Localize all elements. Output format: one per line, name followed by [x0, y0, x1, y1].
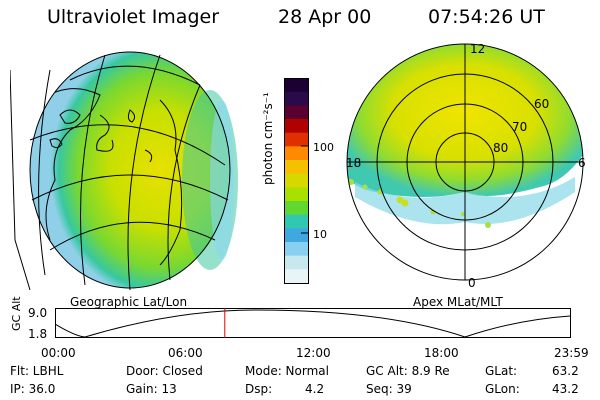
time-tick-0600: 06:00	[168, 346, 203, 360]
gc-altitude-info: GC Alt: 8.9 Re	[366, 364, 450, 378]
mlat-label-60: 60	[534, 97, 550, 111]
altitude-tick-low: 1.8	[28, 327, 48, 341]
dsp-label: Dsp:	[245, 382, 273, 396]
colorbar-band	[284, 201, 309, 216]
colorbar-band	[284, 187, 309, 202]
gain-info: Gain: 13	[126, 382, 177, 396]
altitude-tick-high: 9.0	[28, 306, 48, 320]
mlat-label-80: 80	[493, 141, 509, 155]
colorbar-band	[284, 228, 309, 243]
dsp-value: 4.2	[305, 382, 325, 396]
filter-info: Flt: LBHL	[10, 364, 64, 378]
sequence-info: Seq: 39	[366, 382, 412, 396]
glon-value: 43.2	[552, 382, 579, 396]
colorbar-band	[284, 269, 309, 284]
geographic-auroral-image	[10, 51, 238, 291]
observation-date: 28 Apr 00	[278, 6, 372, 28]
time-tick-0000: 00:00	[41, 346, 76, 360]
mlt-label-dawn: 6	[578, 156, 586, 170]
time-tick-1800: 18:00	[424, 346, 459, 360]
ip-info: IP: 36.0	[10, 382, 56, 396]
colorbar-unit-label: photon cm⁻²s⁻¹	[261, 92, 275, 185]
colorbar-tick-10: 10	[313, 228, 327, 241]
mlt-label-dusk: 18	[346, 156, 362, 170]
mlat-label-70: 70	[512, 120, 528, 134]
altitude-timeline-plot	[55, 308, 571, 338]
colorbar-band	[284, 173, 309, 188]
polar-mlat-mlt-plot	[346, 43, 584, 281]
altitude-axis-label: GC Alt	[10, 296, 23, 331]
apex-caption: Apex MLat/MLT	[413, 295, 503, 309]
geographic-caption: Geographic Lat/Lon	[70, 295, 188, 309]
colorbar-tick-100: 100	[313, 141, 334, 154]
colorbar-band	[284, 160, 309, 175]
colorbar-band	[284, 105, 309, 120]
colorbar-band	[284, 132, 309, 147]
observation-time: 07:54:26 UT	[428, 6, 545, 28]
colorbar-band	[284, 119, 309, 134]
time-tick-2359: 23:59	[554, 346, 589, 360]
glon-label: GLon:	[485, 382, 520, 396]
mlt-label-midnight: 0	[468, 276, 476, 290]
colorbar-band	[284, 214, 309, 229]
glat-value: 63.2	[552, 364, 579, 378]
colorbar-band	[284, 146, 309, 161]
mode-info: Mode: Normal	[245, 364, 329, 378]
colorbar-band	[284, 78, 309, 93]
glat-label: GLat:	[485, 364, 518, 378]
colorbar	[284, 78, 309, 284]
time-tick-1200: 12:00	[296, 346, 331, 360]
colorbar-band	[284, 242, 309, 257]
door-info: Door: Closed	[126, 364, 203, 378]
colorbar-band	[284, 255, 309, 270]
mlt-label-noon: 12	[470, 42, 486, 56]
colorbar-band	[284, 91, 309, 106]
instrument-title: Ultraviolet Imager	[47, 6, 220, 28]
